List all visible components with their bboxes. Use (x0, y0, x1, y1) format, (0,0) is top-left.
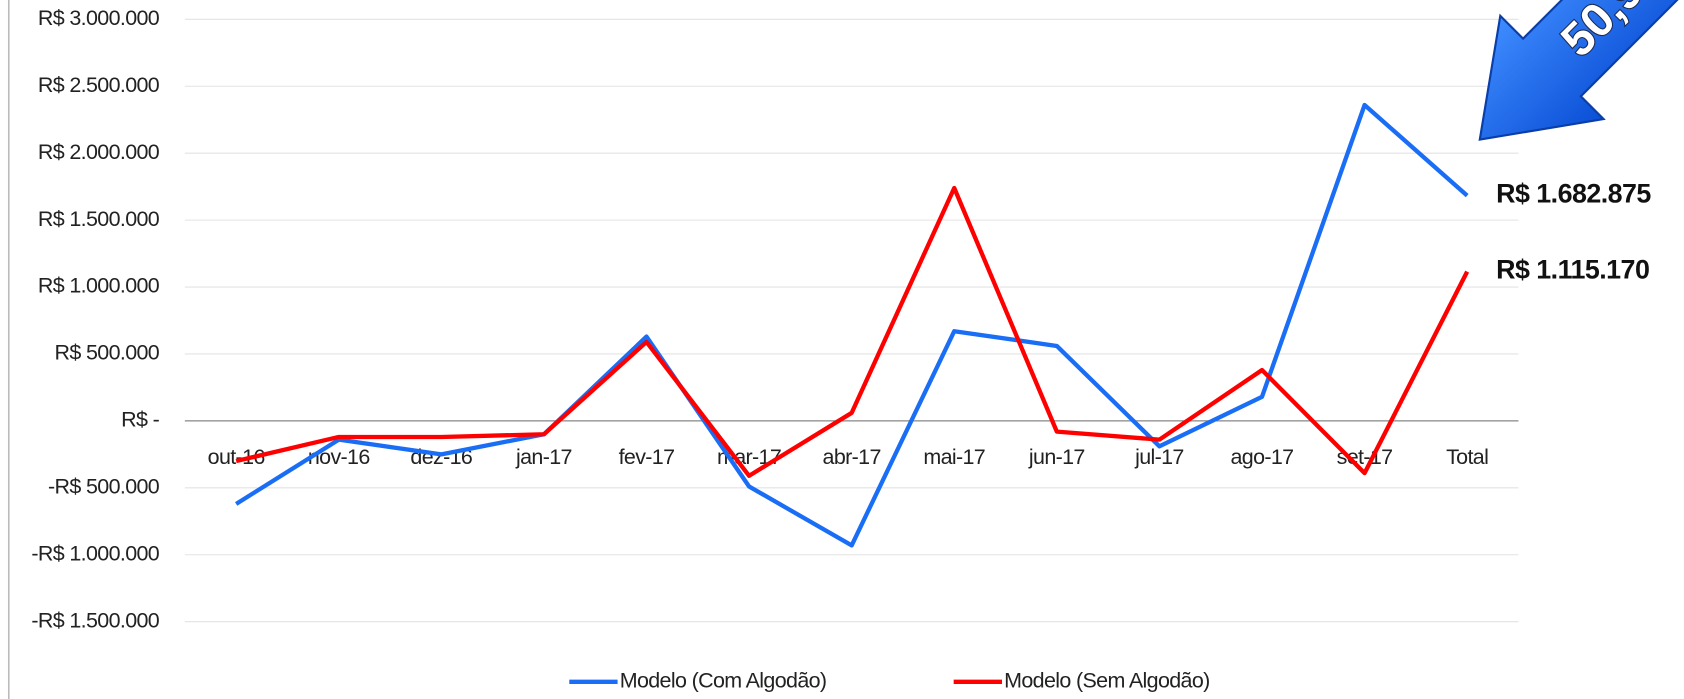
value-label: R$ 1.115.170 (1496, 255, 1649, 285)
arrow-shape (1478, 0, 1684, 141)
x-tick-label: Total (1446, 445, 1488, 469)
x-tick-label: jul-17 (1134, 445, 1184, 469)
y-tick-label: R$ 500.000 (55, 341, 160, 365)
x-tick-label: jun-17 (1028, 445, 1085, 469)
x-tick-label: jan-17 (515, 445, 572, 469)
y-tick-label: R$ - (121, 408, 159, 432)
y-tick-label: R$ 2.000.000 (38, 140, 160, 164)
x-tick-label: ago-17 (1231, 445, 1294, 469)
y-tick-label: R$ 3.000.000 (38, 6, 160, 30)
plot: R$ 1.682.875 R$ 1.115.170 (235, 102, 1652, 548)
legend-label: Modelo (Com Algodão) (620, 668, 827, 692)
value-label: R$ 1.682.875 (1496, 179, 1651, 209)
y-tick-label: -R$ 1.500.000 (31, 608, 159, 632)
y-tick-label: R$ 1.000.000 (38, 274, 160, 298)
x-tick-label: mai-17 (923, 445, 985, 469)
x-tick-label: fev-17 (619, 445, 675, 469)
y-tick-label: -R$ 500.000 (48, 475, 160, 499)
annotation-arrow: 50,91 % (1478, 0, 1684, 141)
x-tick-label: nov-16 (308, 445, 370, 469)
series-line (235, 185, 1470, 478)
x-tick-label: abr-17 (823, 445, 881, 469)
legend-label: Modelo (Sem Algodão) (1004, 668, 1210, 692)
grid: R$ 3.000.000 R$ 2.500.000 R$ 2.000.000 R$ 1… (31, 6, 1519, 632)
y-tick-label: R$ 2.500.000 (38, 73, 160, 97)
y-tick-label: -R$ 1.000.000 (31, 541, 159, 565)
y-tick-label: R$ 1.500.000 (38, 207, 160, 231)
x-tick-label: set-17 (1337, 445, 1393, 469)
series-line (235, 102, 1469, 548)
